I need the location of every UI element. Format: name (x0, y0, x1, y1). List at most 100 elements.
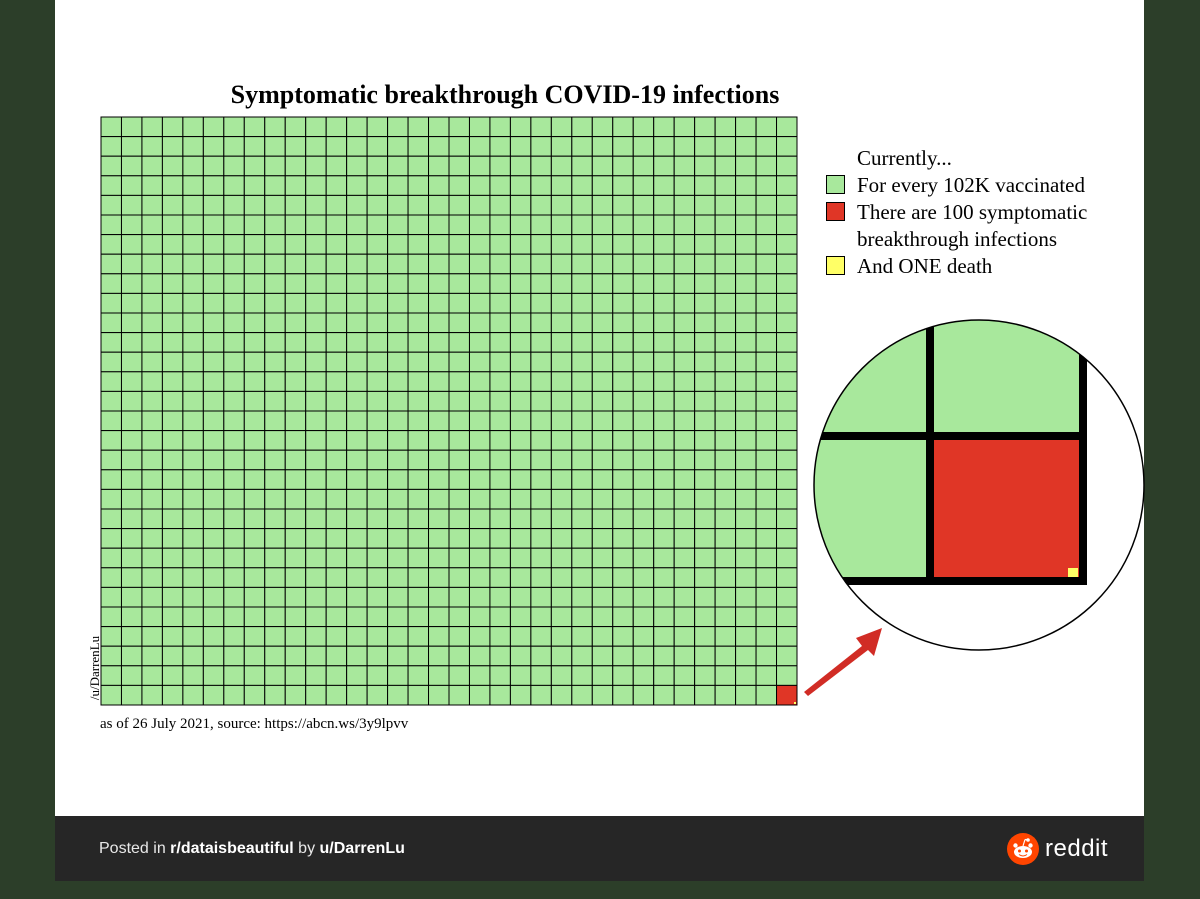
waffle-cell-vaccinated (489, 292, 511, 314)
waffle-cell-vaccinated (264, 194, 286, 216)
waffle-cell-vaccinated (530, 175, 552, 196)
waffle-cell-vaccinated (182, 586, 204, 608)
waffle-cell-vaccinated (366, 449, 389, 471)
waffle-cell-vaccinated (694, 606, 716, 628)
waffle-cell-vaccinated (407, 547, 430, 569)
waffle-cell-vaccinated (653, 626, 675, 647)
waffle-cell-vaccinated (530, 449, 552, 471)
waffle-cell-vaccinated (735, 528, 757, 549)
waffle-cell-vaccinated (509, 155, 532, 177)
waffle-cell-vaccinated (366, 508, 389, 530)
waffle-cell-vaccinated (673, 410, 696, 432)
waffle-cell-vaccinated (489, 606, 511, 628)
waffle-cell-vaccinated (612, 665, 634, 686)
waffle-cell-vaccinated (366, 136, 389, 157)
waffle-cell-vaccinated (346, 273, 368, 294)
waffle-cell-vaccinated (428, 488, 450, 510)
waffle-cell-vaccinated (428, 390, 450, 412)
waffle-cell-vaccinated (694, 449, 716, 471)
waffle-cell-vaccinated (325, 645, 348, 667)
waffle-cell-vaccinated (243, 469, 266, 490)
waffle-cell-vaccinated (264, 253, 286, 275)
waffle-cell-vaccinated (141, 194, 163, 216)
waffle-cell-vaccinated (284, 292, 307, 314)
waffle-cell-vaccinated (325, 253, 348, 275)
waffle-cell-vaccinated (673, 567, 696, 588)
waffle-cell-vaccinated (243, 175, 266, 196)
waffle-cell-vaccinated (673, 626, 696, 647)
waffle-cell-vaccinated (100, 469, 122, 490)
waffle-cell-vaccinated (387, 645, 409, 667)
waffle-cell-vaccinated (100, 351, 122, 373)
waffle-cell-vaccinated (243, 253, 266, 275)
waffle-cell-vaccinated (448, 116, 470, 138)
waffle-cell-vaccinated (120, 136, 143, 157)
waffle-cell-vaccinated (325, 390, 348, 412)
waffle-cell-vaccinated (182, 332, 204, 353)
waffle-cell-vaccinated (468, 292, 491, 314)
waffle-cell-vaccinated (694, 684, 716, 706)
waffle-cell-vaccinated (448, 508, 470, 530)
waffle-cell-vaccinated (100, 273, 122, 294)
waffle-cell-vaccinated (571, 155, 593, 177)
waffle-cell-vaccinated (571, 684, 593, 706)
waffle-cell-vaccinated (468, 332, 491, 353)
waffle-cell-vaccinated (776, 175, 798, 196)
waffle-cell-vaccinated (387, 390, 409, 412)
reddit-logo[interactable]: reddit (1007, 833, 1108, 865)
waffle-cell-vaccinated (264, 586, 286, 608)
waffle-cell-vaccinated (591, 449, 614, 471)
waffle-cell-vaccinated (305, 234, 327, 255)
reddit-footer: Posted in r/dataisbeautiful by u/DarrenL… (55, 816, 1144, 881)
waffle-cell-vaccinated (448, 626, 470, 647)
subreddit-link[interactable]: r/dataisbeautiful (170, 840, 294, 857)
waffle-cell-vaccinated (223, 292, 245, 314)
waffle-cell-vaccinated (673, 116, 696, 138)
waffle-cell-vaccinated (141, 253, 163, 275)
zoom-cell-red (930, 436, 1083, 581)
waffle-cell-vaccinated (407, 606, 430, 628)
waffle-cell-vaccinated (468, 116, 491, 138)
waffle-cell-vaccinated (530, 567, 552, 588)
by-text: by (293, 840, 320, 857)
waffle-cell-vaccinated (264, 508, 286, 530)
waffle-cell-vaccinated (612, 371, 634, 392)
waffle-cell-vaccinated (284, 645, 307, 667)
waffle-cell-vaccinated (755, 547, 778, 569)
waffle-cell-vaccinated (100, 253, 122, 275)
waffle-cell-vaccinated (387, 547, 409, 569)
waffle-cell-vaccinated (366, 312, 389, 334)
waffle-cell-vaccinated (632, 547, 655, 569)
waffle-cell-vaccinated (776, 136, 798, 157)
waffle-cell-vaccinated (325, 488, 348, 510)
waffle-cell-vaccinated (182, 449, 204, 471)
user-link[interactable]: u/DarrenLu (319, 840, 405, 857)
posted-in-prefix: Posted in (99, 840, 171, 857)
waffle-cell-vaccinated (489, 449, 511, 471)
waffle-cell-vaccinated (632, 214, 655, 236)
waffle-cell-vaccinated (182, 351, 204, 373)
waffle-cell-vaccinated (468, 508, 491, 530)
waffle-cell-vaccinated (284, 390, 307, 412)
waffle-cell-vaccinated (530, 488, 552, 510)
waffle-cell-vaccinated (673, 430, 696, 451)
waffle-cell-vaccinated (202, 410, 225, 432)
waffle-cell-vaccinated (100, 665, 122, 686)
waffle-cell-vaccinated (612, 469, 634, 490)
waffle-cell-vaccinated (755, 684, 778, 706)
waffle-cell-vaccinated (305, 528, 327, 549)
waffle-cell-vaccinated (673, 469, 696, 490)
waffle-cell-vaccinated (387, 155, 409, 177)
waffle-cell-vaccinated (571, 332, 593, 353)
waffle-cell-vaccinated (407, 234, 430, 255)
legend-swatch-green (826, 175, 845, 194)
waffle-cell-vaccinated (284, 508, 307, 530)
waffle-cell-vaccinated (141, 626, 163, 647)
waffle-cell-vaccinated (755, 488, 778, 510)
waffle-cell-vaccinated (714, 508, 737, 530)
waffle-cell-vaccinated (182, 253, 204, 275)
waffle-cell-vaccinated (366, 430, 389, 451)
waffle-cell-vaccinated (448, 175, 470, 196)
waffle-cell-vaccinated (632, 292, 655, 314)
waffle-cell-vaccinated (509, 645, 532, 667)
